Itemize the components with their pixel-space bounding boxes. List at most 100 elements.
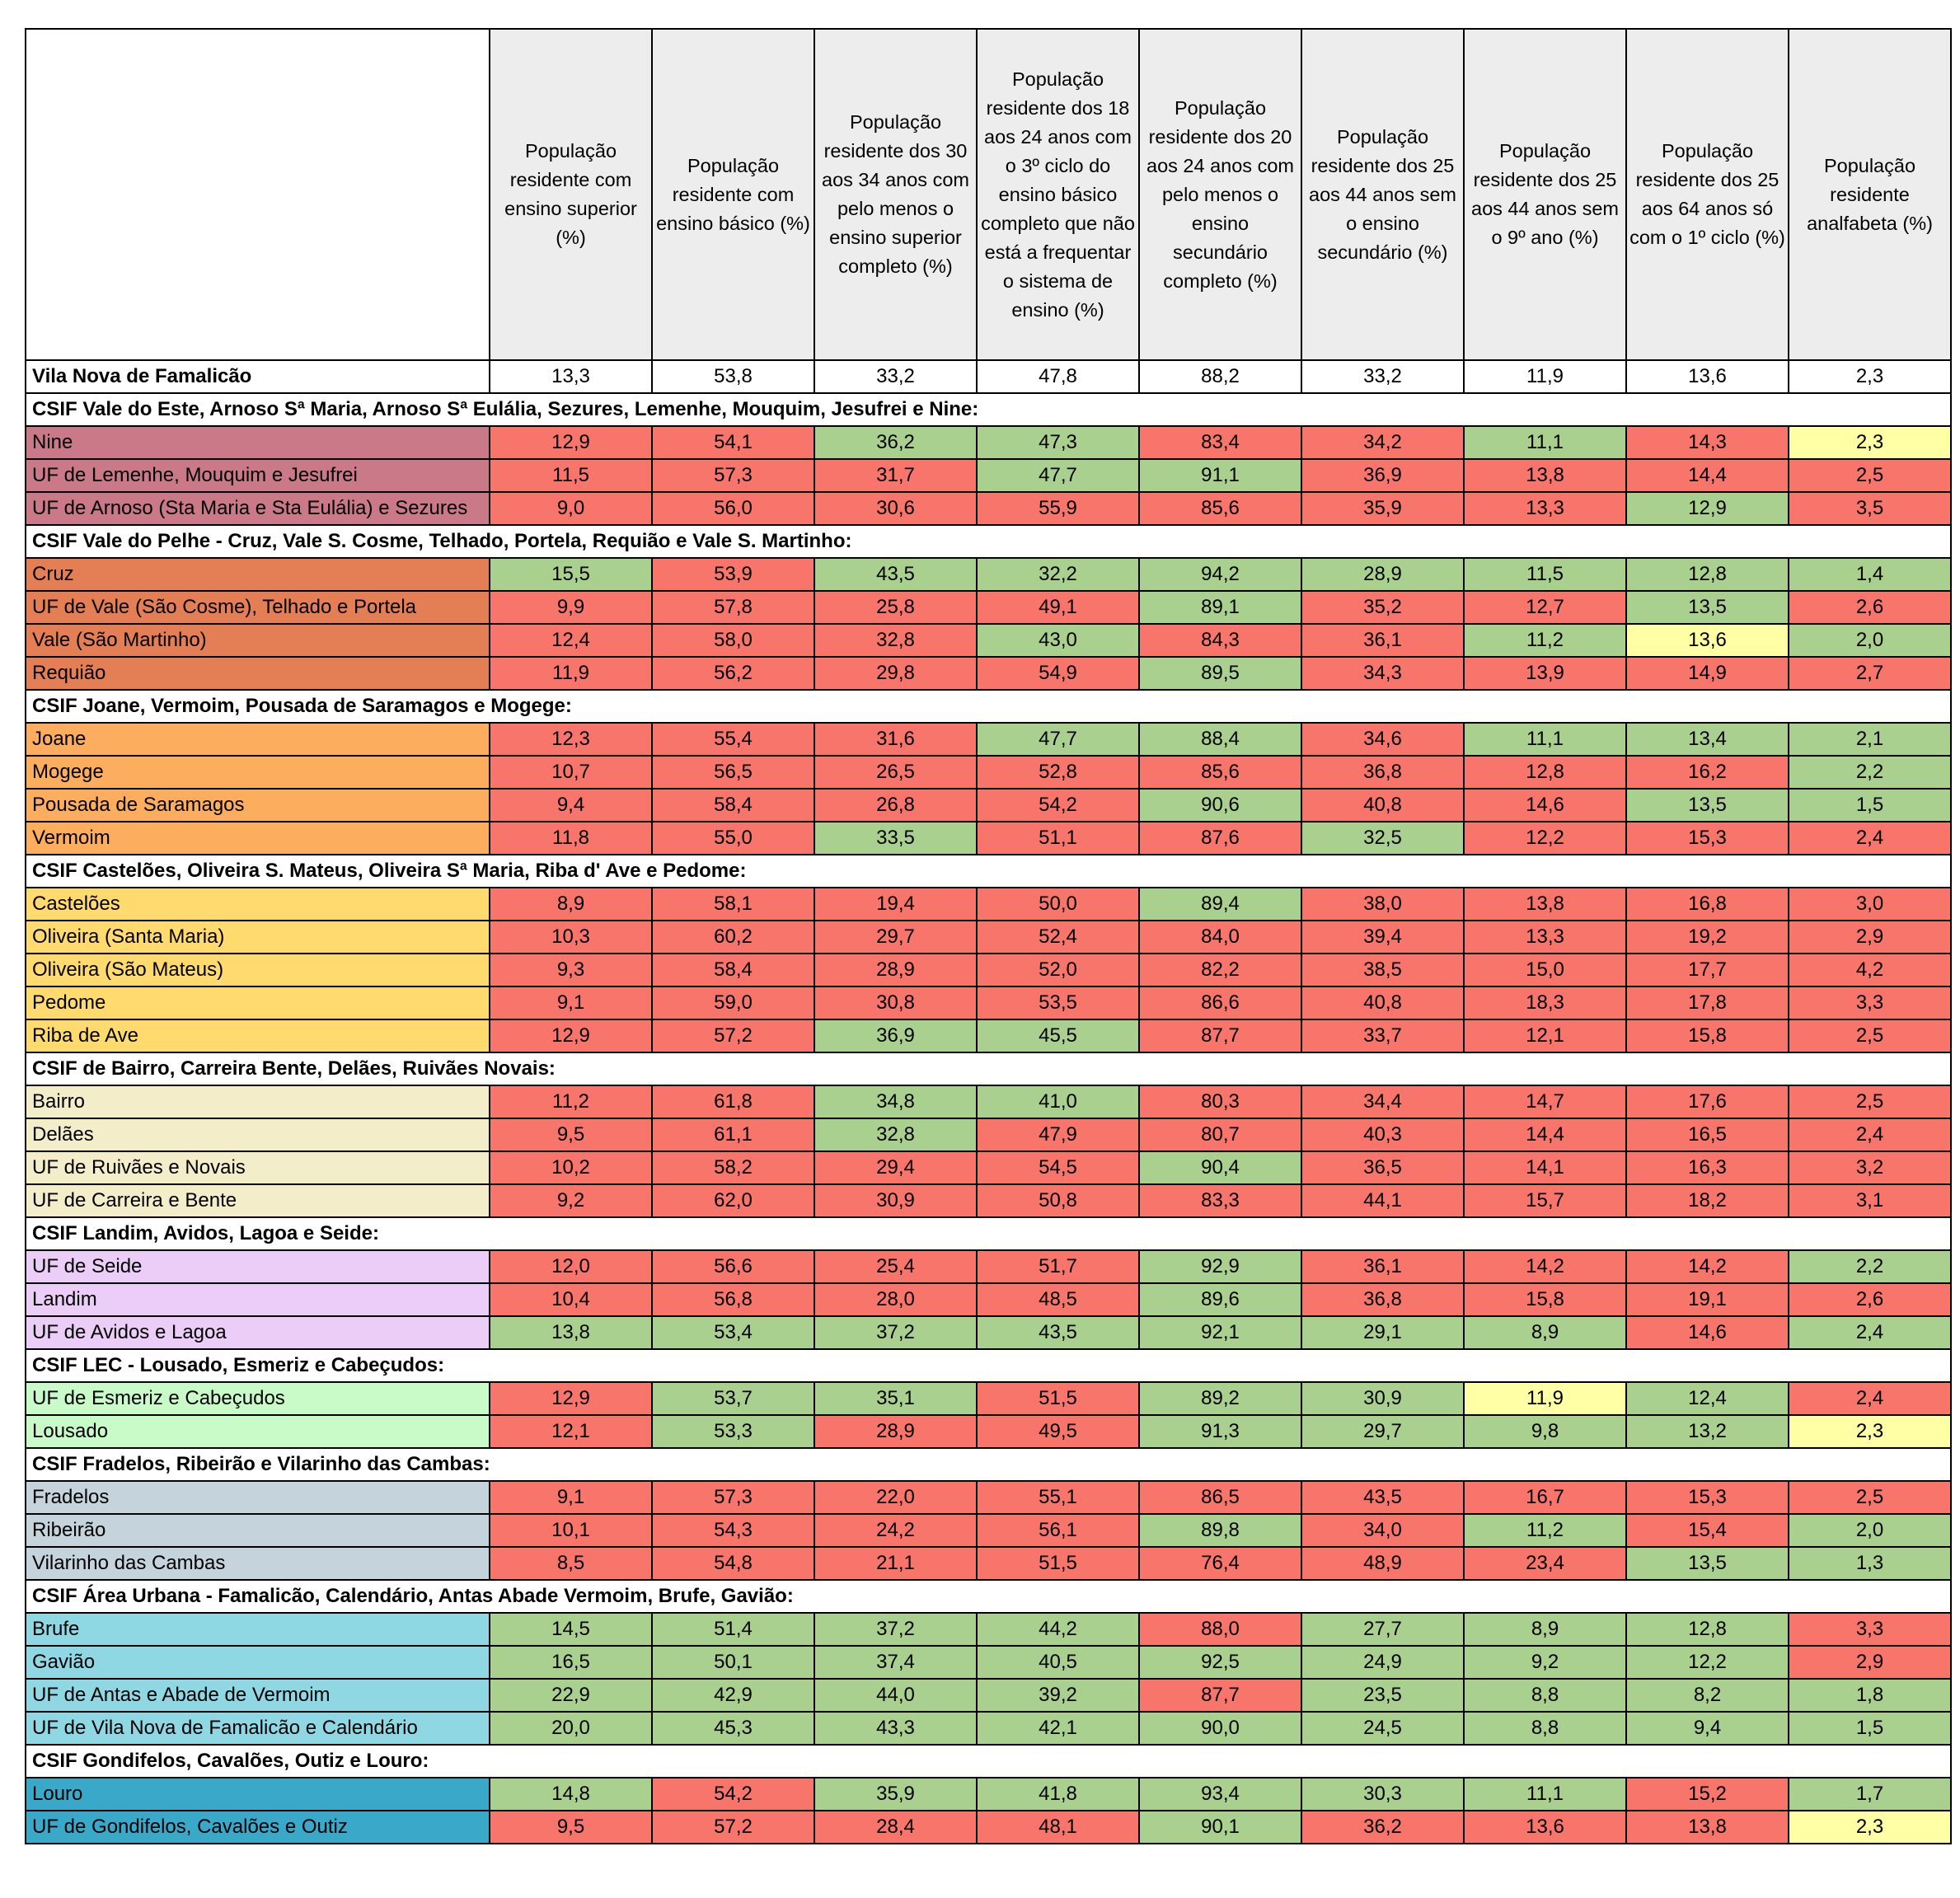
value-cell: 62,0 bbox=[651, 1183, 815, 1218]
table-row: Vale (São Martinho) 12,4 58,0 32,8 43,0 84,3 3… bbox=[25, 623, 1952, 658]
row-name: UF de Vale (São Cosme), Telhado e Portel… bbox=[25, 590, 490, 625]
value-cell: 12,2 bbox=[1625, 1645, 1789, 1680]
value-cell: 13,8 bbox=[1625, 1810, 1789, 1844]
value-cell: 89,1 bbox=[1138, 590, 1302, 625]
value-cell: 90,0 bbox=[1138, 1711, 1302, 1746]
value-cell: 37,2 bbox=[814, 1612, 978, 1647]
value-cell: 53,3 bbox=[651, 1414, 815, 1449]
row-name: UF de Ruivães e Novais bbox=[25, 1151, 490, 1185]
table-row: UF de Esmeriz e Cabeçudos 12,9 53,7 35,1 51,… bbox=[25, 1381, 1952, 1416]
value-cell: 18,2 bbox=[1625, 1183, 1789, 1218]
table-row: UF de Ruivães e Novais 10,2 58,2 29,4 54,5 90… bbox=[25, 1151, 1952, 1185]
summary-value: 11,9 bbox=[1463, 359, 1627, 394]
value-cell: 40,8 bbox=[1301, 788, 1465, 822]
summary-value: 33,2 bbox=[814, 359, 978, 394]
value-cell: 12,9 bbox=[1625, 491, 1789, 526]
row-name: Joane bbox=[25, 722, 490, 757]
value-cell: 2,3 bbox=[1788, 1414, 1952, 1449]
value-cell: 12,1 bbox=[489, 1414, 653, 1449]
value-cell: 16,8 bbox=[1625, 887, 1789, 921]
header-cell: População residente dos 25 aos 44 anos s… bbox=[1463, 28, 1627, 361]
value-cell: 50,1 bbox=[651, 1645, 815, 1680]
value-cell: 54,2 bbox=[976, 788, 1140, 822]
value-cell: 12,8 bbox=[1463, 755, 1627, 790]
row-name: Riba de Ave bbox=[25, 1019, 490, 1053]
value-cell: 14,2 bbox=[1463, 1249, 1627, 1284]
table-row: Bairro 11,2 61,8 34,8 41,0 80,3 34,4 14,7 17,6 2,… bbox=[25, 1085, 1952, 1119]
value-cell: 14,4 bbox=[1625, 458, 1789, 493]
table-row: Requião 11,9 56,2 29,8 54,9 89,5 34,3 13,9 14,9 2… bbox=[25, 656, 1952, 691]
value-cell: 12,3 bbox=[489, 722, 653, 757]
value-cell: 89,6 bbox=[1138, 1282, 1302, 1317]
value-cell: 57,2 bbox=[651, 1019, 815, 1053]
value-cell: 26,8 bbox=[814, 788, 978, 822]
value-cell: 2,4 bbox=[1788, 821, 1952, 855]
value-cell: 2,3 bbox=[1788, 425, 1952, 460]
value-cell: 17,7 bbox=[1625, 953, 1789, 987]
value-cell: 22,9 bbox=[489, 1678, 653, 1713]
row-name: UF de Seide bbox=[25, 1249, 490, 1284]
row-name: Nine bbox=[25, 425, 490, 460]
row-name: Vale (São Martinho) bbox=[25, 623, 490, 658]
value-cell: 36,5 bbox=[1301, 1151, 1465, 1185]
value-cell: 2,5 bbox=[1788, 458, 1952, 493]
table-row: Fradelos 9,1 57,3 22,0 55,1 86,5 43,5 16,7 15,3 2… bbox=[25, 1480, 1952, 1515]
summary-name: Vila Nova de Famalicão bbox=[25, 359, 490, 394]
value-cell: 9,5 bbox=[489, 1810, 653, 1844]
group-header-row: CSIF Vale do Este, Arnoso Sª Maria, Arno… bbox=[25, 392, 1952, 427]
header-cell: População residente dos 20 aos 24 anos c… bbox=[1138, 28, 1302, 361]
table-row: Gavião 16,5 50,1 37,4 40,5 92,5 24,9 9,2 12,2 2,9 bbox=[25, 1645, 1952, 1680]
value-cell: 29,4 bbox=[814, 1151, 978, 1185]
value-cell: 52,0 bbox=[976, 953, 1140, 987]
value-cell: 54,5 bbox=[976, 1151, 1140, 1185]
value-cell: 9,4 bbox=[489, 788, 653, 822]
value-cell: 44,0 bbox=[814, 1678, 978, 1713]
value-cell: 56,0 bbox=[651, 491, 815, 526]
value-cell: 94,2 bbox=[1138, 557, 1302, 592]
value-cell: 44,2 bbox=[976, 1612, 1140, 1647]
summary-value: 13,6 bbox=[1625, 359, 1789, 394]
value-cell: 35,9 bbox=[814, 1777, 978, 1811]
value-cell: 3,2 bbox=[1788, 1151, 1952, 1185]
value-cell: 2,4 bbox=[1788, 1315, 1952, 1350]
indicators-table: População residente com ensino superior … bbox=[25, 28, 1952, 1844]
value-cell: 2,6 bbox=[1788, 590, 1952, 625]
value-cell: 12,1 bbox=[1463, 1019, 1627, 1053]
value-cell: 16,2 bbox=[1625, 755, 1789, 790]
table-row: UF de Gondifelos, Cavalões e Outiz 9,5 57,… bbox=[25, 1810, 1952, 1844]
value-cell: 43,3 bbox=[814, 1711, 978, 1746]
value-cell: 36,8 bbox=[1301, 1282, 1465, 1317]
row-name: Mogege bbox=[25, 755, 490, 790]
value-cell: 53,5 bbox=[976, 986, 1140, 1020]
value-cell: 33,7 bbox=[1301, 1019, 1465, 1053]
group-header-row: CSIF Landim, Avidos, Lagoa e Seide: bbox=[25, 1216, 1952, 1251]
value-cell: 15,4 bbox=[1625, 1513, 1789, 1548]
value-cell: 43,5 bbox=[976, 1315, 1140, 1350]
value-cell: 12,2 bbox=[1463, 821, 1627, 855]
header-cell: População residente dos 30 aos 34 anos c… bbox=[814, 28, 978, 361]
group-title: CSIF Vale do Este, Arnoso Sª Maria, Arno… bbox=[25, 392, 1952, 427]
group-title: CSIF Castelões, Oliveira S. Mateus, Oliv… bbox=[25, 854, 1952, 888]
value-cell: 1,5 bbox=[1788, 1711, 1952, 1746]
value-cell: 51,4 bbox=[651, 1612, 815, 1647]
row-name: Oliveira (Santa Maria) bbox=[25, 920, 490, 954]
value-cell: 12,4 bbox=[1625, 1381, 1789, 1416]
value-cell: 28,0 bbox=[814, 1282, 978, 1317]
value-cell: 37,2 bbox=[814, 1315, 978, 1350]
value-cell: 15,7 bbox=[1463, 1183, 1627, 1218]
value-cell: 43,5 bbox=[1301, 1480, 1465, 1515]
value-cell: 57,3 bbox=[651, 458, 815, 493]
value-cell: 12,7 bbox=[1463, 590, 1627, 625]
value-cell: 33,5 bbox=[814, 821, 978, 855]
value-cell: 90,4 bbox=[1138, 1151, 1302, 1185]
row-name: Pousada de Saramagos bbox=[25, 788, 490, 822]
value-cell: 85,6 bbox=[1138, 491, 1302, 526]
value-cell: 11,5 bbox=[1463, 557, 1627, 592]
table-row: UF de Seide 12,0 56,6 25,4 51,7 92,9 36,1 14,2 1… bbox=[25, 1249, 1952, 1284]
table-row: UF de Vila Nova de Famalicão e Calendári… bbox=[25, 1711, 1952, 1746]
value-cell: 80,3 bbox=[1138, 1085, 1302, 1119]
value-cell: 58,2 bbox=[651, 1151, 815, 1185]
table-row: UF de Lemenhe, Mouquim e Jesufrei 11,5 57,… bbox=[25, 458, 1952, 493]
row-name: Brufe bbox=[25, 1612, 490, 1647]
value-cell: 4,2 bbox=[1788, 953, 1952, 987]
